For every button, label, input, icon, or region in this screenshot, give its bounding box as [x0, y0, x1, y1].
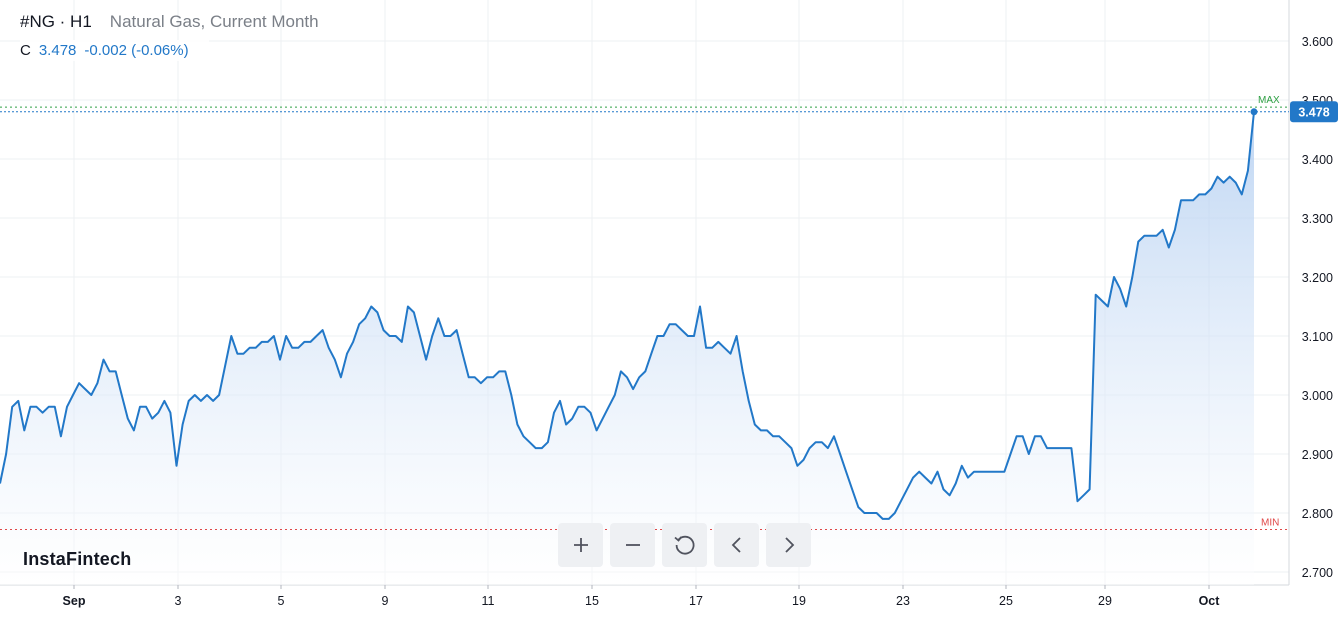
zoom-in-button[interactable]: [558, 523, 603, 567]
reset-icon: [673, 535, 694, 555]
y-tick-label: 2.900: [1302, 448, 1333, 462]
last-price-dot: [1250, 108, 1258, 116]
x-tick-label: 11: [482, 594, 495, 608]
x-tick-label: 9: [382, 594, 389, 608]
y-tick-label: 3.400: [1302, 153, 1333, 167]
y-tick-label: 2.700: [1302, 566, 1333, 580]
min-marker-label: MIN: [1261, 518, 1279, 529]
y-tick-label: 3.200: [1302, 271, 1333, 285]
price-change: -0.002 (-0.06%): [84, 42, 189, 59]
zoom-out-button[interactable]: [610, 523, 655, 567]
scroll-left-button[interactable]: [714, 523, 759, 567]
x-tick-label: 29: [1098, 594, 1112, 608]
chart-toolbar: [558, 523, 811, 567]
x-tick-label: 19: [792, 594, 806, 608]
symbol-title[interactable]: #NG · H1: [20, 12, 92, 31]
plus-icon: [573, 538, 588, 552]
last-price: 3.478: [38, 42, 77, 59]
close-label: C: [20, 42, 31, 59]
y-axis: 3.6003.5003.4003.3003.2003.1003.0002.900…: [1302, 35, 1333, 580]
chart-legend: #NG · H1 Natural Gas, Current Month C 3.…: [20, 12, 319, 61]
x-axis: Sep 3 5 9 11 15 17 19 23 25 29 Oct: [63, 585, 1221, 608]
y-tick-label: 3.600: [1302, 35, 1333, 49]
last-price-badge: 3.478: [1290, 101, 1338, 123]
brand-logo: InstaFintech: [23, 549, 132, 569]
y-tick-label: 3.100: [1302, 330, 1333, 344]
price-line: [0, 111, 1255, 520]
x-tick-label: Sep: [63, 594, 86, 608]
chevron-left-icon: [731, 537, 741, 553]
instrument-description: Natural Gas, Current Month: [109, 12, 319, 31]
x-tick-label: 23: [896, 594, 910, 608]
scroll-right-button[interactable]: [766, 523, 811, 567]
max-marker-label: MAX: [1258, 95, 1280, 106]
x-tick-label: 15: [585, 594, 599, 608]
price-area-fill: [0, 111, 1254, 586]
x-tick-label: 5: [278, 594, 285, 608]
y-tick-label: 2.800: [1302, 507, 1333, 521]
x-tick-label: 25: [999, 594, 1013, 608]
x-tick-label: Oct: [1199, 594, 1221, 608]
minus-icon: [625, 544, 640, 546]
chevron-right-icon: [784, 537, 794, 553]
y-tick-label: 3.000: [1302, 389, 1333, 403]
x-tick-label: 17: [689, 594, 703, 608]
x-tick-label: 3: [175, 594, 182, 608]
last-price-badge-value: 3.478: [1298, 105, 1329, 119]
reset-chart-button[interactable]: [662, 523, 707, 567]
y-tick-label: 3.300: [1302, 212, 1333, 226]
